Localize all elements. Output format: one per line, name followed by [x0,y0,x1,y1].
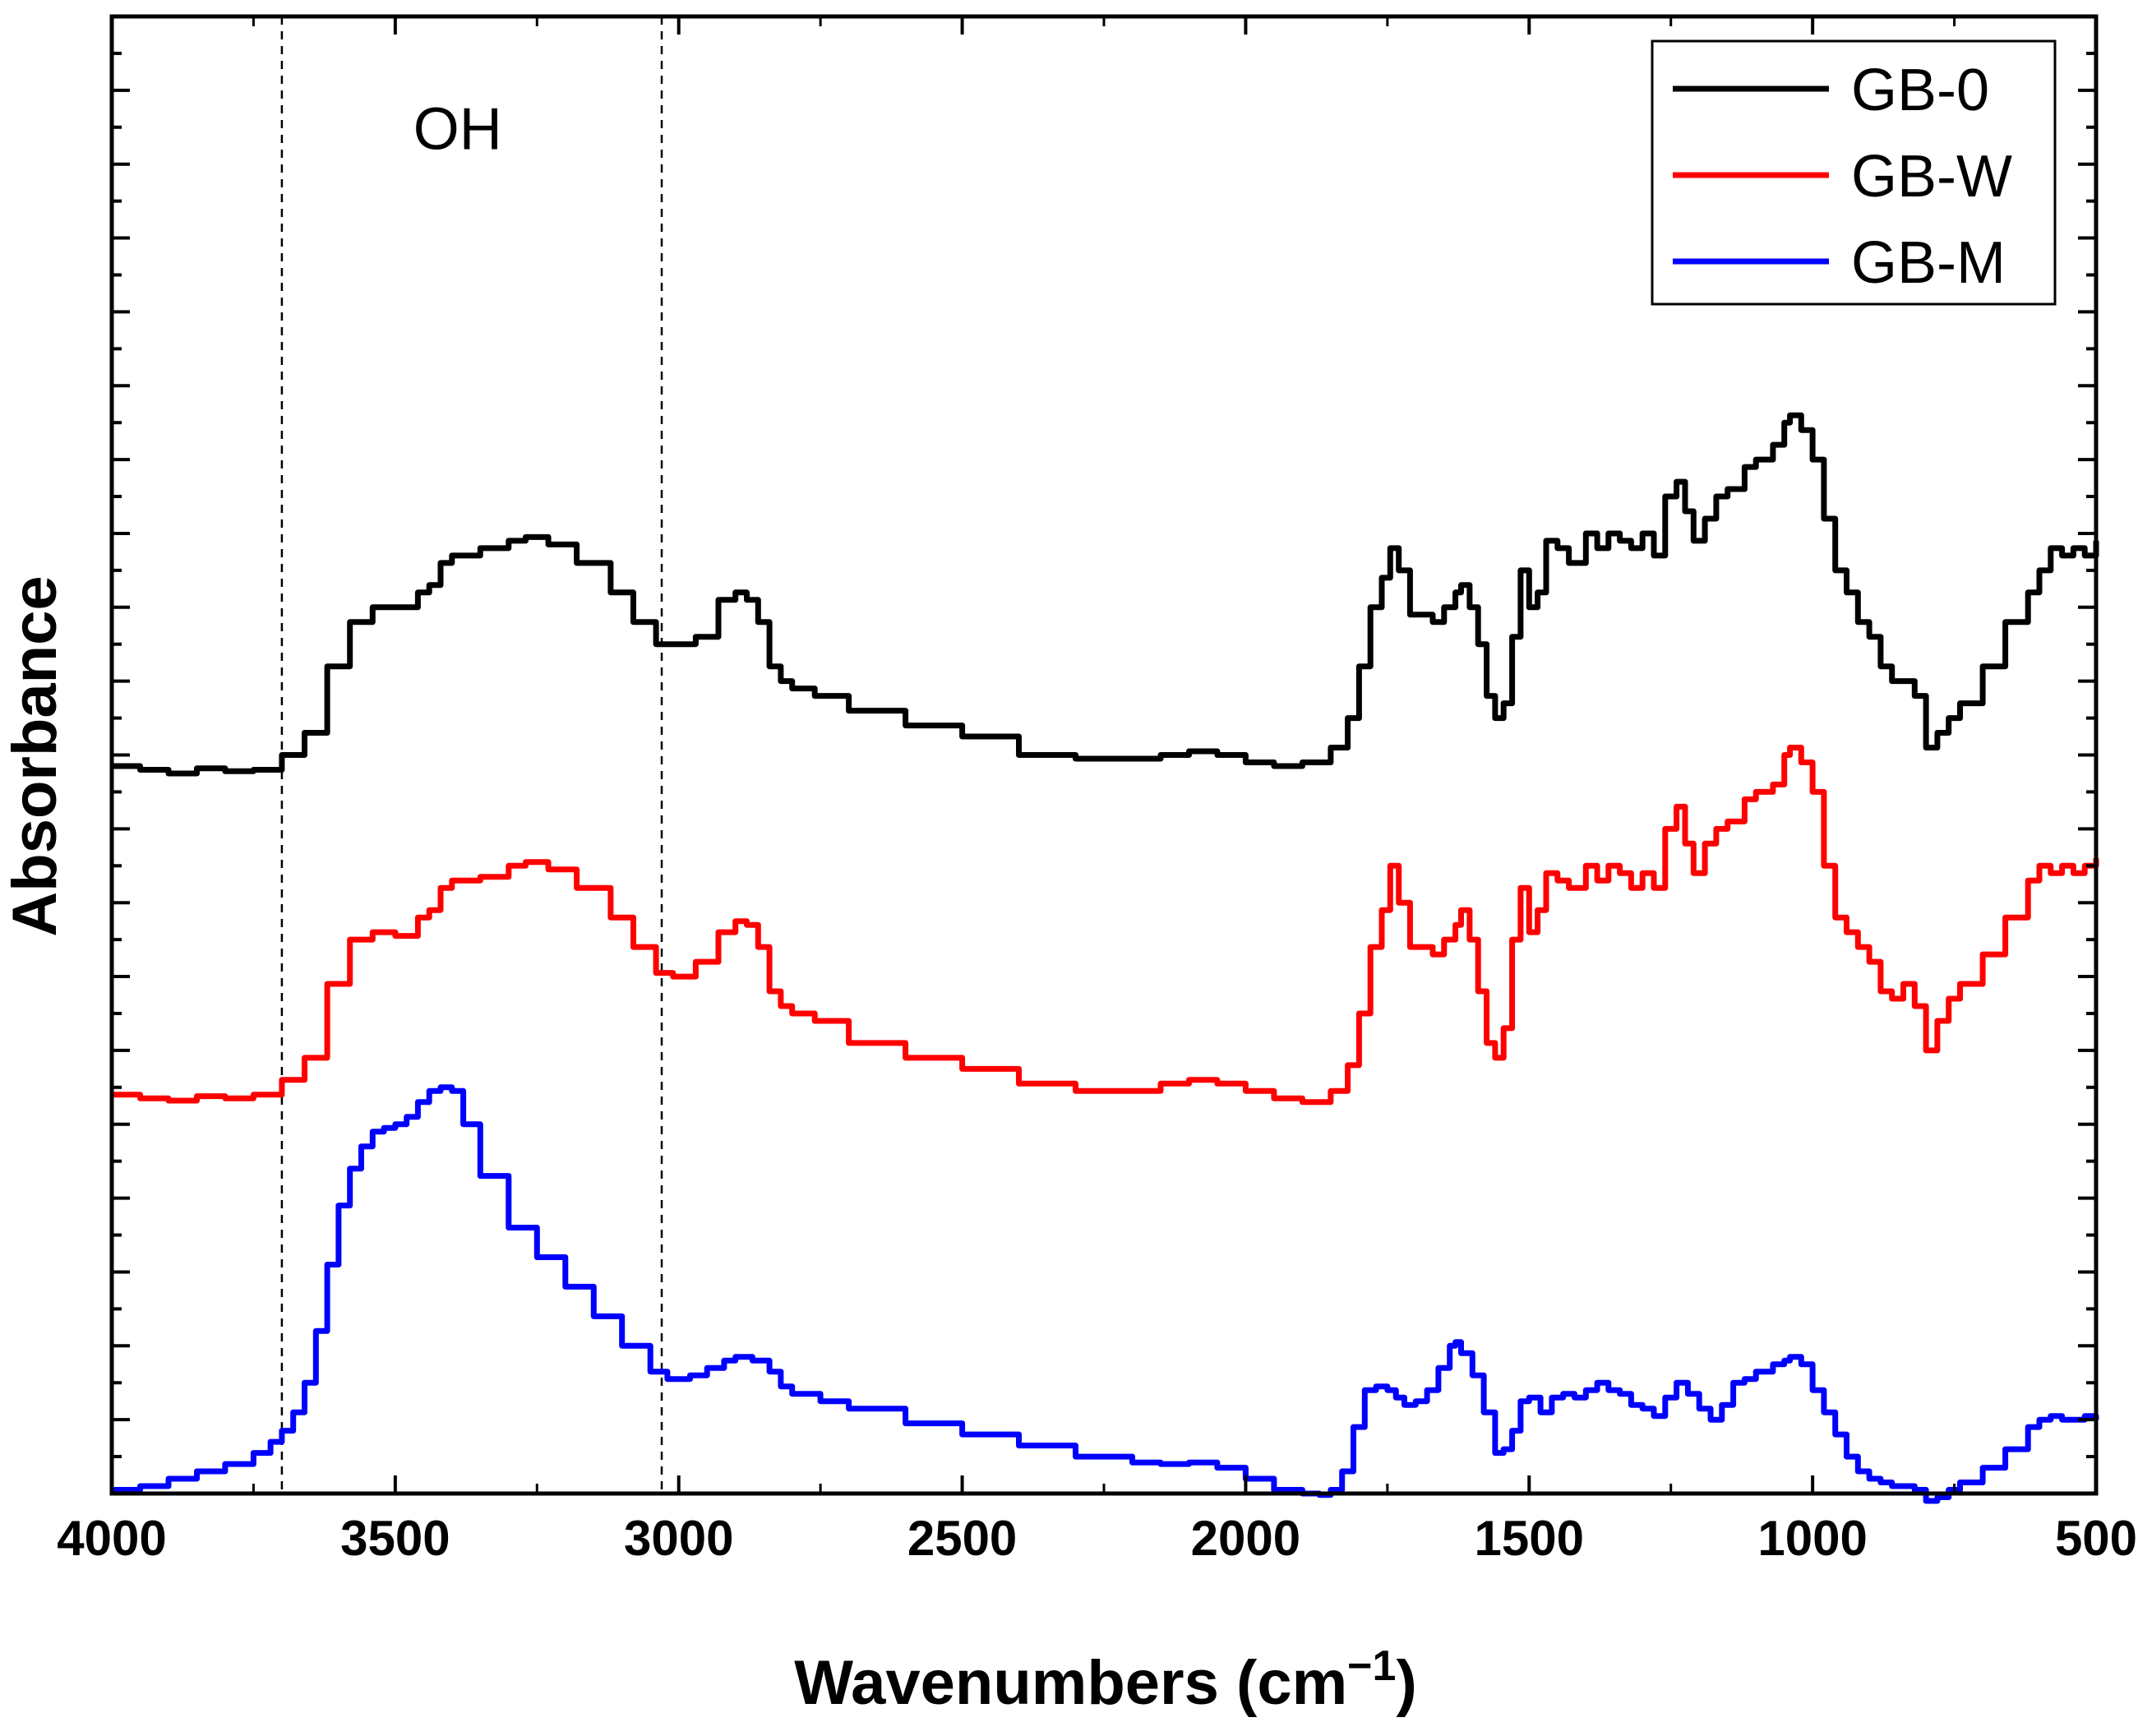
legend: GB-0 GB-W GB-M [1651,39,2057,306]
series-line-gb-w [112,745,2099,1106]
y-axis-title: Absorbance [0,575,70,936]
legend-label-gb-w: GB-W [1851,144,2012,210]
reference-lines [280,16,663,1494]
x-tick-label: 2500 [907,1511,1017,1566]
series-line-gb-0 [112,412,2099,777]
series-layer [112,412,2099,1504]
ticks-layer: 4000 3500 3000 2500 2000 1500 1000 500 [57,15,2137,1566]
x-axis-title: Wavenumbers (cm−1) [794,1642,1417,1718]
x-tick-label: 3000 [624,1511,733,1566]
x-tick-label: 500 [2055,1511,2137,1566]
legend-label-gb-0: GB-0 [1851,58,1989,123]
x-tick-label: 2000 [1191,1511,1300,1566]
x-tick-label: 1500 [1475,1511,1584,1566]
x-tick-label: 4000 [57,1511,166,1566]
oh-annotation: OH [413,97,502,163]
legend-label-gb-m: GB-M [1851,230,2006,296]
x-tick-label: 1000 [1757,1511,1867,1566]
series-line-gb-m [112,1084,2099,1504]
x-tick-label: 3500 [340,1511,450,1566]
